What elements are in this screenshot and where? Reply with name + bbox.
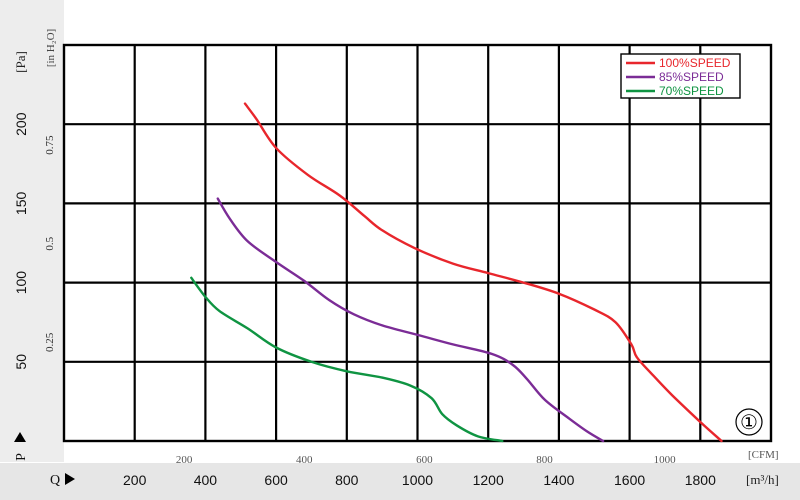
- plot-frame: [62, 43, 773, 443]
- x-tick-label-m3h: 1800: [685, 472, 716, 488]
- y-tick-label-pa: 50: [13, 354, 29, 370]
- x-tick-label-m3h: 1000: [402, 472, 433, 488]
- y-axis-arrow-icon: [14, 432, 26, 442]
- series-line-100-speed: [243, 102, 723, 443]
- x-tick-label-cfm: 800: [536, 454, 553, 466]
- y-tick-label-pa: 150: [13, 192, 29, 216]
- x-tick-label-cfm: 600: [416, 454, 433, 466]
- y-unit-inh2o: [in H₂O]: [45, 29, 57, 67]
- x-tick-label-m3h: 600: [264, 472, 288, 488]
- y-tick-label-inh2o: 0.25: [44, 332, 56, 352]
- x-tick-label-cfm: 1000: [654, 454, 677, 466]
- curve-number-marker: ①: [740, 412, 758, 434]
- legend-label: 85%SPEED: [659, 70, 724, 84]
- grid: [64, 45, 771, 441]
- x-unit-m3h: [m³/h]: [746, 472, 779, 487]
- y-tick-label-pa: 200: [13, 112, 29, 136]
- x-axis-letter: Q: [50, 473, 60, 488]
- x-tick-label-m3h: 800: [335, 472, 359, 488]
- legend-label: 100%SPEED: [659, 56, 731, 70]
- x-tick-label-cfm: 400: [296, 454, 313, 466]
- x-tick-label-m3h: 400: [194, 472, 218, 488]
- x-unit-cfm: [CFM]: [748, 449, 779, 461]
- x-tick-label-m3h: 1400: [543, 472, 574, 488]
- left-axis-band: [0, 0, 64, 462]
- x-tick-label-m3h: 200: [123, 472, 147, 488]
- y-tick-label-inh2o: 0.75: [44, 135, 56, 155]
- y-axis-letter: P: [14, 453, 29, 461]
- legend-label: 70%SPEED: [659, 84, 724, 98]
- series-line-70-speed: [190, 276, 504, 443]
- y-tick-label-pa: 100: [13, 271, 29, 295]
- x-tick-label-m3h: 1600: [614, 472, 645, 488]
- x-tick-label-cfm: 200: [176, 454, 193, 466]
- y-unit-pa: [Pa]: [13, 51, 28, 73]
- curve-number-circle: [735, 408, 763, 436]
- bottom-axis-band: [0, 463, 800, 500]
- y-tick-label-inh2o: 0.5: [44, 236, 56, 250]
- x-axis-arrow-icon: [65, 473, 75, 485]
- curves: [190, 102, 723, 443]
- tick-labels: 200 400 600 800 1000 1200 1400 1600 180050100150…: [13, 112, 716, 488]
- series-line-85-speed: [216, 197, 605, 443]
- x-tick-label-m3h: 1200: [473, 472, 504, 488]
